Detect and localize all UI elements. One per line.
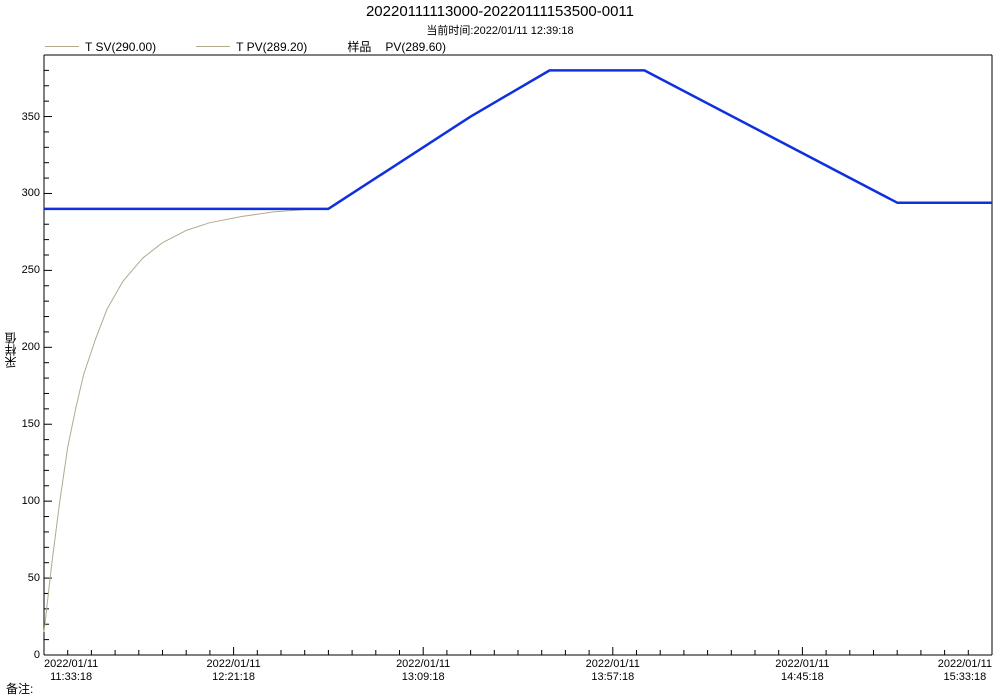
y-tick-label: 0	[0, 649, 40, 661]
x-tick-label: 2022/01/1113:09:18	[396, 658, 450, 683]
y-tick-label: 350	[0, 111, 40, 123]
chart-page: 20220111113000-20220111153500-0011 当前时间:…	[0, 0, 1000, 699]
y-tick-label: 100	[0, 495, 40, 507]
x-tick-label: 2022/01/1113:57:18	[586, 658, 640, 683]
y-tick-label: 300	[0, 187, 40, 199]
x-tick-label: 2022/01/1115:33:18	[938, 658, 992, 683]
chart-plot	[0, 0, 1000, 699]
y-tick-label: 50	[0, 572, 40, 584]
x-tick-label: 2022/01/1114:45:18	[775, 658, 829, 683]
y-tick-label: 200	[0, 341, 40, 353]
x-tick-label: 2022/01/1112:21:18	[206, 658, 260, 683]
y-tick-label: 250	[0, 264, 40, 276]
footer-note-label: 备注:	[6, 680, 33, 697]
x-tick-label: 2022/01/1111:33:18	[44, 658, 98, 683]
y-tick-label: 150	[0, 418, 40, 430]
